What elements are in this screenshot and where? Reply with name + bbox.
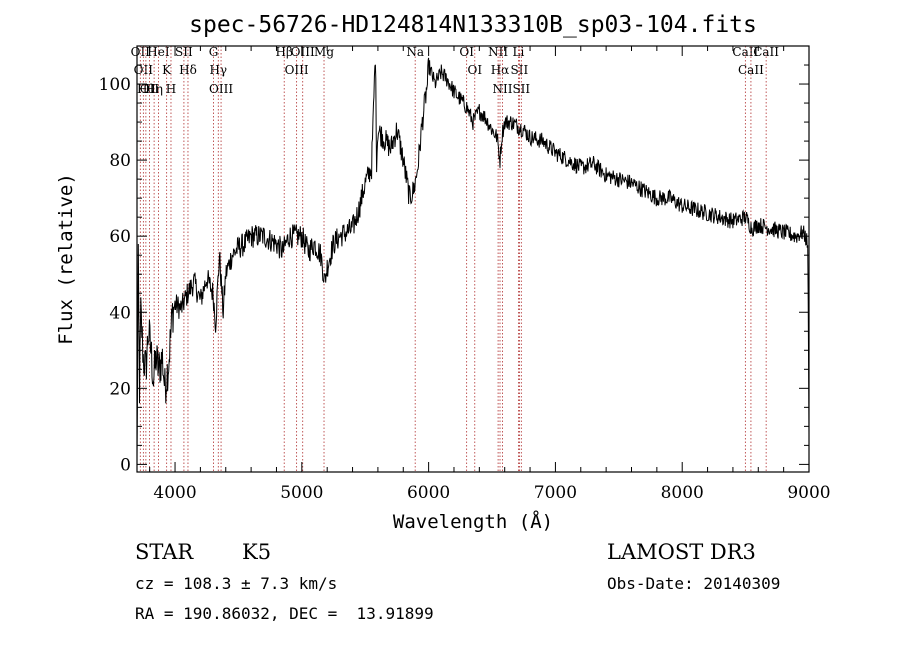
y-tick-label: 20	[109, 379, 131, 399]
line-marker-label: K	[162, 63, 172, 77]
redshift-line: cz = 108.3 ± 7.3 km/s	[135, 574, 338, 593]
line-marker-label: HeI	[147, 45, 170, 59]
line-marker-label: Mg	[314, 45, 334, 59]
line-marker-label: CaII	[738, 63, 764, 77]
survey-name: LAMOST DR3	[607, 540, 756, 564]
line-marker-label: OII	[131, 45, 151, 59]
line-marker-label: Hγ	[209, 63, 227, 77]
line-marker-label: NII	[493, 82, 513, 96]
x-tick-label: 8000	[661, 483, 704, 503]
axis-ticks: 4000 5000 6000 7000 8000 9000 0 20 40 60 80 100	[99, 46, 831, 503]
series-flux	[136, 57, 810, 458]
series-layer	[136, 57, 810, 458]
y-axis-label: Flux (relative)	[55, 173, 77, 345]
line-marker-label: Hδ	[179, 63, 197, 77]
line-marker-label: CaII	[753, 45, 779, 59]
line-marker-label: OI	[467, 63, 482, 77]
line-marker-label: SII	[511, 63, 529, 77]
line-marker-label: NII	[488, 45, 508, 59]
line-marker-label: Li	[512, 45, 524, 59]
y-tick-label: 0	[120, 455, 131, 475]
line-marker-label: OIII	[285, 63, 309, 77]
line-marker-label: Na	[406, 45, 424, 59]
object-subclass: K5	[242, 540, 272, 564]
x-tick-label: 9000	[787, 483, 830, 503]
line-marker-label: OI	[459, 45, 474, 59]
line-marker-label: OIII	[209, 82, 233, 96]
y-tick-label: 60	[109, 227, 131, 247]
line-marker-label: G	[209, 45, 219, 59]
x-axis-label: Wavelength (Å)	[393, 510, 553, 533]
x-tick-label: 7000	[534, 483, 577, 503]
line-marker-label: Hη	[145, 82, 163, 96]
line-marker-label: OII	[134, 63, 154, 77]
x-tick-label: 4000	[153, 483, 196, 503]
y-tick-label: 80	[109, 151, 131, 171]
line-marker-label: Hβ	[276, 45, 293, 59]
line-marker-label: OIII	[291, 45, 315, 59]
plot-frame	[136, 45, 810, 473]
coords-line: RA = 190.86032, DEC = 13.91899	[135, 604, 434, 623]
x-tick-label: 6000	[407, 483, 450, 503]
obs-date-line: Obs-Date: 20140309	[607, 574, 781, 593]
line-marker-label: CaII	[732, 45, 758, 59]
line-marker-label: Hα	[491, 63, 510, 77]
chart-title: spec-56726-HD124814N133310B_sp03-104.fit…	[189, 12, 757, 38]
line-marker-label: SII	[175, 45, 193, 59]
x-tick-label: 5000	[280, 483, 323, 503]
line-marker-label: Hθ	[137, 82, 155, 96]
object-class: STAR	[135, 540, 194, 564]
line-markers: OIIOIIHθOIIHηHeIKHSIIHδGHγOIIIHβOIIIOIII…	[131, 45, 779, 472]
y-tick-label: 100	[99, 75, 131, 95]
line-marker-label: SII	[512, 82, 530, 96]
line-marker-label: H	[166, 82, 176, 96]
y-tick-label: 40	[109, 303, 131, 323]
